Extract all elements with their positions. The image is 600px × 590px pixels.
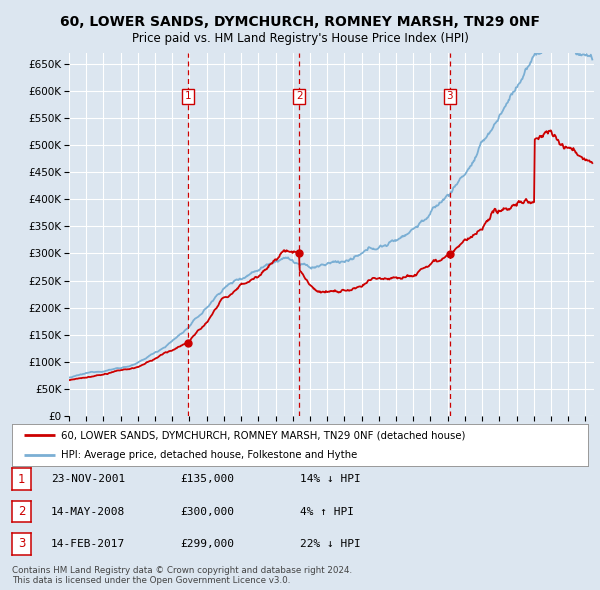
Text: 2: 2 [18, 505, 25, 518]
Text: 2: 2 [296, 91, 302, 101]
Text: 60, LOWER SANDS, DYMCHURCH, ROMNEY MARSH, TN29 0NF (detached house): 60, LOWER SANDS, DYMCHURCH, ROMNEY MARSH… [61, 430, 466, 440]
Text: 22% ↓ HPI: 22% ↓ HPI [300, 539, 361, 549]
Text: 1: 1 [18, 473, 25, 486]
Text: 4% ↑ HPI: 4% ↑ HPI [300, 507, 354, 516]
Text: 60, LOWER SANDS, DYMCHURCH, ROMNEY MARSH, TN29 0NF: 60, LOWER SANDS, DYMCHURCH, ROMNEY MARSH… [60, 15, 540, 29]
Text: 14-MAY-2008: 14-MAY-2008 [51, 507, 125, 516]
Text: 23-NOV-2001: 23-NOV-2001 [51, 474, 125, 484]
Text: Price paid vs. HM Land Registry's House Price Index (HPI): Price paid vs. HM Land Registry's House … [131, 32, 469, 45]
Text: 1: 1 [184, 91, 191, 101]
Text: HPI: Average price, detached house, Folkestone and Hythe: HPI: Average price, detached house, Folk… [61, 450, 357, 460]
Text: 14% ↓ HPI: 14% ↓ HPI [300, 474, 361, 484]
Text: 3: 3 [446, 91, 453, 101]
Text: £135,000: £135,000 [180, 474, 234, 484]
Text: £299,000: £299,000 [180, 539, 234, 549]
Text: Contains HM Land Registry data © Crown copyright and database right 2024.
This d: Contains HM Land Registry data © Crown c… [12, 566, 352, 585]
Text: £300,000: £300,000 [180, 507, 234, 516]
Text: 3: 3 [18, 537, 25, 550]
Text: 14-FEB-2017: 14-FEB-2017 [51, 539, 125, 549]
